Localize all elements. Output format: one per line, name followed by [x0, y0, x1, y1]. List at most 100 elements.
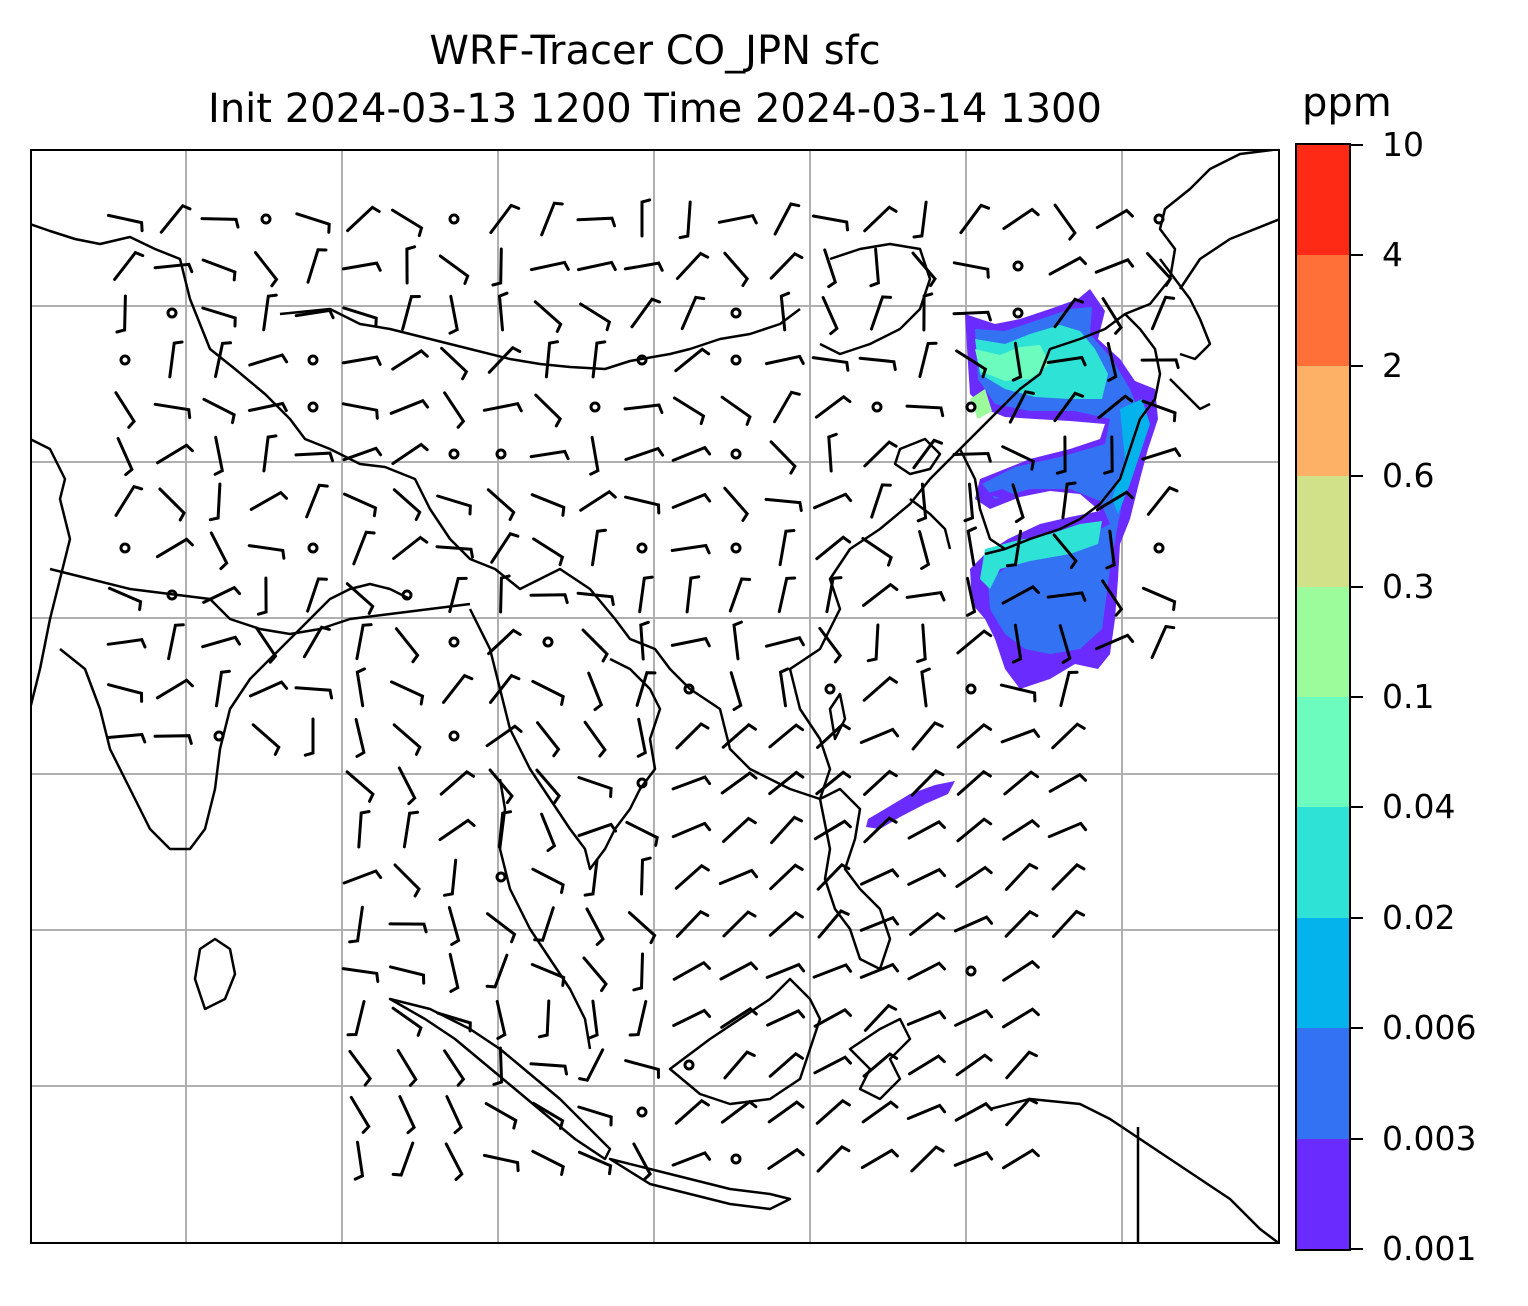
calm-wind-circle [965, 401, 977, 413]
wind-barb [306, 248, 328, 284]
wind-barb [955, 1053, 993, 1077]
wind-barb [495, 999, 507, 1040]
colorbar-segment [1297, 696, 1349, 808]
wind-barb [436, 1011, 472, 1033]
colorbar-segment [1297, 476, 1349, 587]
calm-wind-circle [730, 542, 742, 554]
wind-barb [623, 403, 664, 414]
wind-barb [579, 302, 612, 332]
wind-barb [812, 492, 853, 510]
wind-barb [956, 629, 993, 655]
wind-barb [489, 673, 521, 704]
wind-barb [720, 395, 752, 426]
wind-barb [396, 1049, 418, 1087]
wind-barbs [106, 198, 1182, 1181]
wind-barb [156, 443, 194, 465]
wind-barb [1061, 481, 1077, 520]
wind-barb [591, 340, 607, 379]
wind-barb [1053, 203, 1077, 241]
wind-barb [342, 446, 383, 462]
colorbar-tick-label: 10 [1382, 125, 1424, 164]
wind-barb [916, 623, 927, 664]
wind-barb [155, 537, 194, 559]
colorbar-segment [1297, 586, 1349, 697]
wind-barb [1052, 533, 1078, 570]
wind-barb [815, 770, 852, 796]
wind-barb [963, 482, 975, 523]
wind-barb [534, 393, 563, 428]
wind-barb [860, 868, 900, 886]
wind-barb [765, 636, 805, 648]
wind-barb [906, 1009, 947, 1026]
wind-barb [770, 815, 803, 845]
wind-barb [767, 1147, 805, 1170]
wind-barb [624, 446, 665, 461]
wind-barb [673, 396, 706, 426]
plume-region-core-2 [975, 345, 1050, 381]
colorbar-segment [1297, 144, 1349, 256]
wind-barb [817, 909, 850, 939]
colorbar-tick-mark [1351, 1027, 1363, 1030]
calm-wind-circle [448, 730, 460, 742]
wind-barb [1141, 447, 1182, 461]
wind-barb [1101, 297, 1123, 335]
wind-barb [497, 291, 509, 332]
wind-barb [591, 528, 607, 567]
wind-barb [448, 294, 459, 335]
wind-barb [953, 915, 994, 933]
wind-barb [813, 1055, 852, 1075]
wind-barb [778, 529, 796, 567]
wind-barb [1005, 529, 1023, 568]
wind-barb [533, 300, 563, 333]
wind-barb [674, 863, 710, 890]
wind-barb [859, 727, 900, 744]
wind-barb [353, 1140, 365, 1181]
wind-barb [965, 576, 977, 617]
wind-barb [1094, 633, 1135, 651]
calm-wind-circle [213, 730, 225, 742]
wind-barb [215, 669, 231, 708]
wind-barb [723, 486, 750, 522]
wind-barb [863, 205, 898, 233]
wind-barb [640, 856, 652, 896]
colorbar-tick-label: 0.6 [1382, 456, 1435, 496]
wind-barb [342, 306, 378, 328]
wind-barb [394, 627, 420, 664]
wind-barb [723, 251, 750, 287]
plume-region-east-of-taiwan [866, 781, 955, 829]
colorbar-tick-label: 0.006 [1382, 1008, 1477, 1048]
wind-barb [717, 214, 758, 225]
wind-barb [439, 770, 475, 796]
wind-barb [815, 535, 852, 561]
wind-barb [813, 819, 852, 841]
wind-barb [1052, 909, 1086, 938]
wind-barb [1002, 1148, 1040, 1170]
wind-barb [952, 310, 992, 322]
wind-barb [1097, 394, 1134, 420]
colorbar-segment [1297, 255, 1349, 366]
wind-barb [1141, 586, 1177, 612]
wind-barb [348, 905, 364, 944]
wind-barb [1002, 207, 1040, 230]
colorbar-tick-label: 0.04 [1382, 787, 1456, 827]
wind-barb [529, 449, 570, 461]
wind-barb [341, 355, 382, 366]
wind-barb [355, 667, 366, 708]
wind-barb [391, 208, 424, 238]
wind-barb [577, 822, 618, 838]
wind-barb [764, 497, 803, 512]
wind-barb [678, 200, 692, 240]
wind-barb [815, 1098, 851, 1125]
wind-barb [388, 922, 428, 934]
wind-barb [624, 1059, 660, 1079]
wind-barb [487, 628, 522, 656]
wind-barb [341, 402, 379, 420]
wind-barb [623, 261, 664, 272]
calm-wind-circle [448, 213, 460, 225]
wind-barb [1004, 862, 1039, 891]
wind-barb [722, 910, 757, 938]
wind-barb [443, 391, 466, 429]
wind-barb [907, 820, 946, 840]
wind-barb [349, 1095, 371, 1134]
wind-barb [728, 577, 752, 613]
